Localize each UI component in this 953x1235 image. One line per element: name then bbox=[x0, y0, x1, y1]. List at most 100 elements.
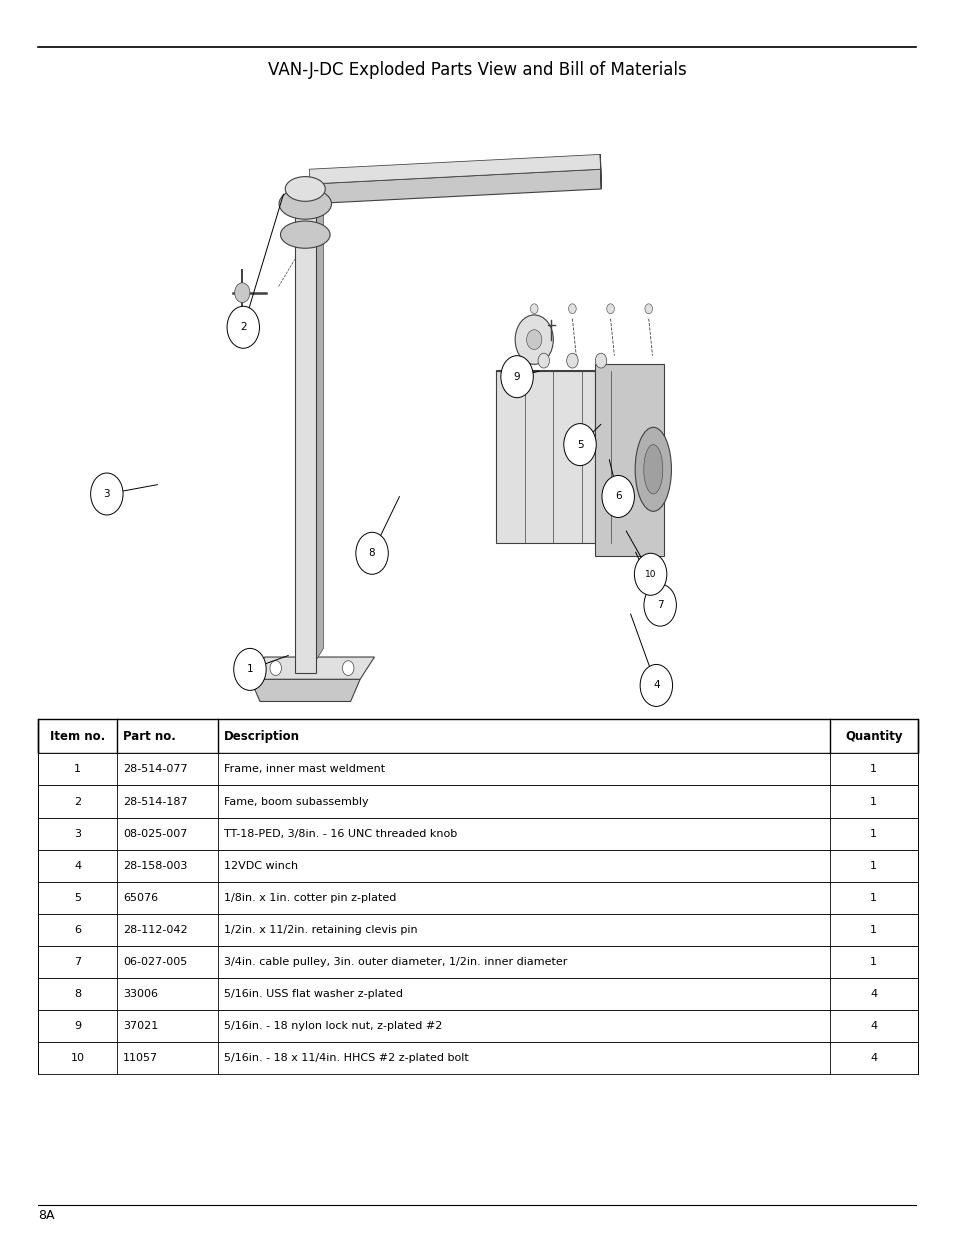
Text: 6: 6 bbox=[615, 492, 620, 501]
FancyBboxPatch shape bbox=[38, 946, 917, 978]
Text: 28-514-187: 28-514-187 bbox=[123, 797, 188, 806]
FancyBboxPatch shape bbox=[38, 850, 917, 882]
Text: 1/2in. x 11/2in. retaining clevis pin: 1/2in. x 11/2in. retaining clevis pin bbox=[224, 925, 417, 935]
Text: Description: Description bbox=[224, 730, 300, 742]
Circle shape bbox=[566, 353, 578, 368]
Text: 11057: 11057 bbox=[123, 1053, 158, 1063]
Text: 7: 7 bbox=[657, 600, 662, 610]
Text: Item no.: Item no. bbox=[51, 730, 105, 742]
Circle shape bbox=[601, 475, 634, 517]
Text: 5/16in. - 18 x 11/4in. HHCS #2 z-plated bolt: 5/16in. - 18 x 11/4in. HHCS #2 z-plated … bbox=[224, 1053, 469, 1063]
Text: 1: 1 bbox=[869, 957, 877, 967]
FancyBboxPatch shape bbox=[38, 719, 917, 753]
Text: 28-514-077: 28-514-077 bbox=[123, 764, 188, 774]
Text: 5/16in. - 18 nylon lock nut, z-plated #2: 5/16in. - 18 nylon lock nut, z-plated #2 bbox=[224, 1021, 442, 1031]
Text: 1: 1 bbox=[869, 764, 877, 774]
FancyBboxPatch shape bbox=[38, 785, 917, 818]
Text: 7: 7 bbox=[74, 957, 81, 967]
Text: 28-158-003: 28-158-003 bbox=[123, 861, 187, 871]
Text: 9: 9 bbox=[74, 1021, 81, 1031]
Text: 37021: 37021 bbox=[123, 1021, 158, 1031]
Polygon shape bbox=[310, 169, 600, 204]
Text: 1: 1 bbox=[869, 925, 877, 935]
Text: Part no.: Part no. bbox=[123, 730, 175, 742]
Text: 10: 10 bbox=[644, 569, 656, 579]
FancyBboxPatch shape bbox=[38, 914, 917, 946]
Text: 4: 4 bbox=[653, 680, 659, 690]
Text: 1: 1 bbox=[869, 861, 877, 871]
Text: 3: 3 bbox=[74, 829, 81, 839]
Polygon shape bbox=[250, 679, 359, 701]
FancyBboxPatch shape bbox=[38, 1010, 917, 1042]
Text: 10: 10 bbox=[71, 1053, 85, 1063]
Text: VAN-J-DC Exploded Parts View and Bill of Materials: VAN-J-DC Exploded Parts View and Bill of… bbox=[268, 62, 685, 79]
Text: 6: 6 bbox=[74, 925, 81, 935]
Polygon shape bbox=[315, 179, 323, 661]
FancyBboxPatch shape bbox=[496, 370, 595, 543]
Text: 5: 5 bbox=[577, 440, 582, 450]
Text: 4: 4 bbox=[869, 1021, 877, 1031]
Text: 4: 4 bbox=[74, 861, 81, 871]
Polygon shape bbox=[250, 657, 374, 679]
Circle shape bbox=[639, 664, 672, 706]
Ellipse shape bbox=[280, 221, 330, 248]
FancyBboxPatch shape bbox=[38, 753, 917, 785]
Text: 4: 4 bbox=[869, 1053, 877, 1063]
Text: 65076: 65076 bbox=[123, 893, 158, 903]
Text: TT-18-PED, 3/8in. - 16 UNC threaded knob: TT-18-PED, 3/8in. - 16 UNC threaded knob bbox=[224, 829, 457, 839]
Text: Quantity: Quantity bbox=[844, 730, 902, 742]
Circle shape bbox=[537, 353, 549, 368]
Text: 1: 1 bbox=[247, 664, 253, 674]
Circle shape bbox=[595, 353, 606, 368]
Text: 8: 8 bbox=[74, 989, 81, 999]
Circle shape bbox=[526, 330, 541, 350]
Polygon shape bbox=[309, 154, 600, 184]
Text: 5: 5 bbox=[74, 893, 81, 903]
Circle shape bbox=[643, 584, 676, 626]
Text: 1: 1 bbox=[869, 797, 877, 806]
Circle shape bbox=[355, 532, 388, 574]
Circle shape bbox=[91, 473, 123, 515]
Circle shape bbox=[606, 304, 614, 314]
Text: 28-112-042: 28-112-042 bbox=[123, 925, 188, 935]
Text: 12VDC winch: 12VDC winch bbox=[224, 861, 298, 871]
Circle shape bbox=[227, 306, 259, 348]
Ellipse shape bbox=[278, 189, 332, 220]
Circle shape bbox=[530, 304, 537, 314]
Text: 1: 1 bbox=[869, 893, 877, 903]
FancyBboxPatch shape bbox=[595, 364, 663, 556]
Text: 08-025-007: 08-025-007 bbox=[123, 829, 187, 839]
Text: 8: 8 bbox=[369, 548, 375, 558]
Text: 3: 3 bbox=[104, 489, 110, 499]
FancyBboxPatch shape bbox=[38, 978, 917, 1010]
Text: 1: 1 bbox=[74, 764, 81, 774]
Circle shape bbox=[563, 424, 596, 466]
Circle shape bbox=[342, 661, 354, 676]
Text: Frame, inner mast weldment: Frame, inner mast weldment bbox=[224, 764, 385, 774]
Text: 8A: 8A bbox=[38, 1209, 54, 1221]
Ellipse shape bbox=[643, 445, 662, 494]
Text: 1: 1 bbox=[869, 829, 877, 839]
Text: 3/4in. cable pulley, 3in. outer diameter, 1/2in. inner diameter: 3/4in. cable pulley, 3in. outer diameter… bbox=[224, 957, 567, 967]
Circle shape bbox=[233, 648, 266, 690]
Text: 5/16in. USS flat washer z-plated: 5/16in. USS flat washer z-plated bbox=[224, 989, 403, 999]
Circle shape bbox=[234, 283, 250, 303]
Circle shape bbox=[500, 356, 533, 398]
Circle shape bbox=[644, 304, 652, 314]
FancyBboxPatch shape bbox=[38, 818, 917, 850]
Text: 2: 2 bbox=[240, 322, 246, 332]
Polygon shape bbox=[294, 191, 315, 673]
Ellipse shape bbox=[285, 177, 325, 201]
FancyBboxPatch shape bbox=[38, 882, 917, 914]
Text: 33006: 33006 bbox=[123, 989, 158, 999]
Polygon shape bbox=[599, 154, 600, 189]
Ellipse shape bbox=[635, 427, 671, 511]
Circle shape bbox=[270, 661, 281, 676]
Circle shape bbox=[634, 553, 666, 595]
Circle shape bbox=[515, 315, 553, 364]
Circle shape bbox=[568, 304, 576, 314]
Text: 9: 9 bbox=[514, 372, 519, 382]
Text: 2: 2 bbox=[74, 797, 81, 806]
Text: 4: 4 bbox=[869, 989, 877, 999]
Text: 06-027-005: 06-027-005 bbox=[123, 957, 187, 967]
